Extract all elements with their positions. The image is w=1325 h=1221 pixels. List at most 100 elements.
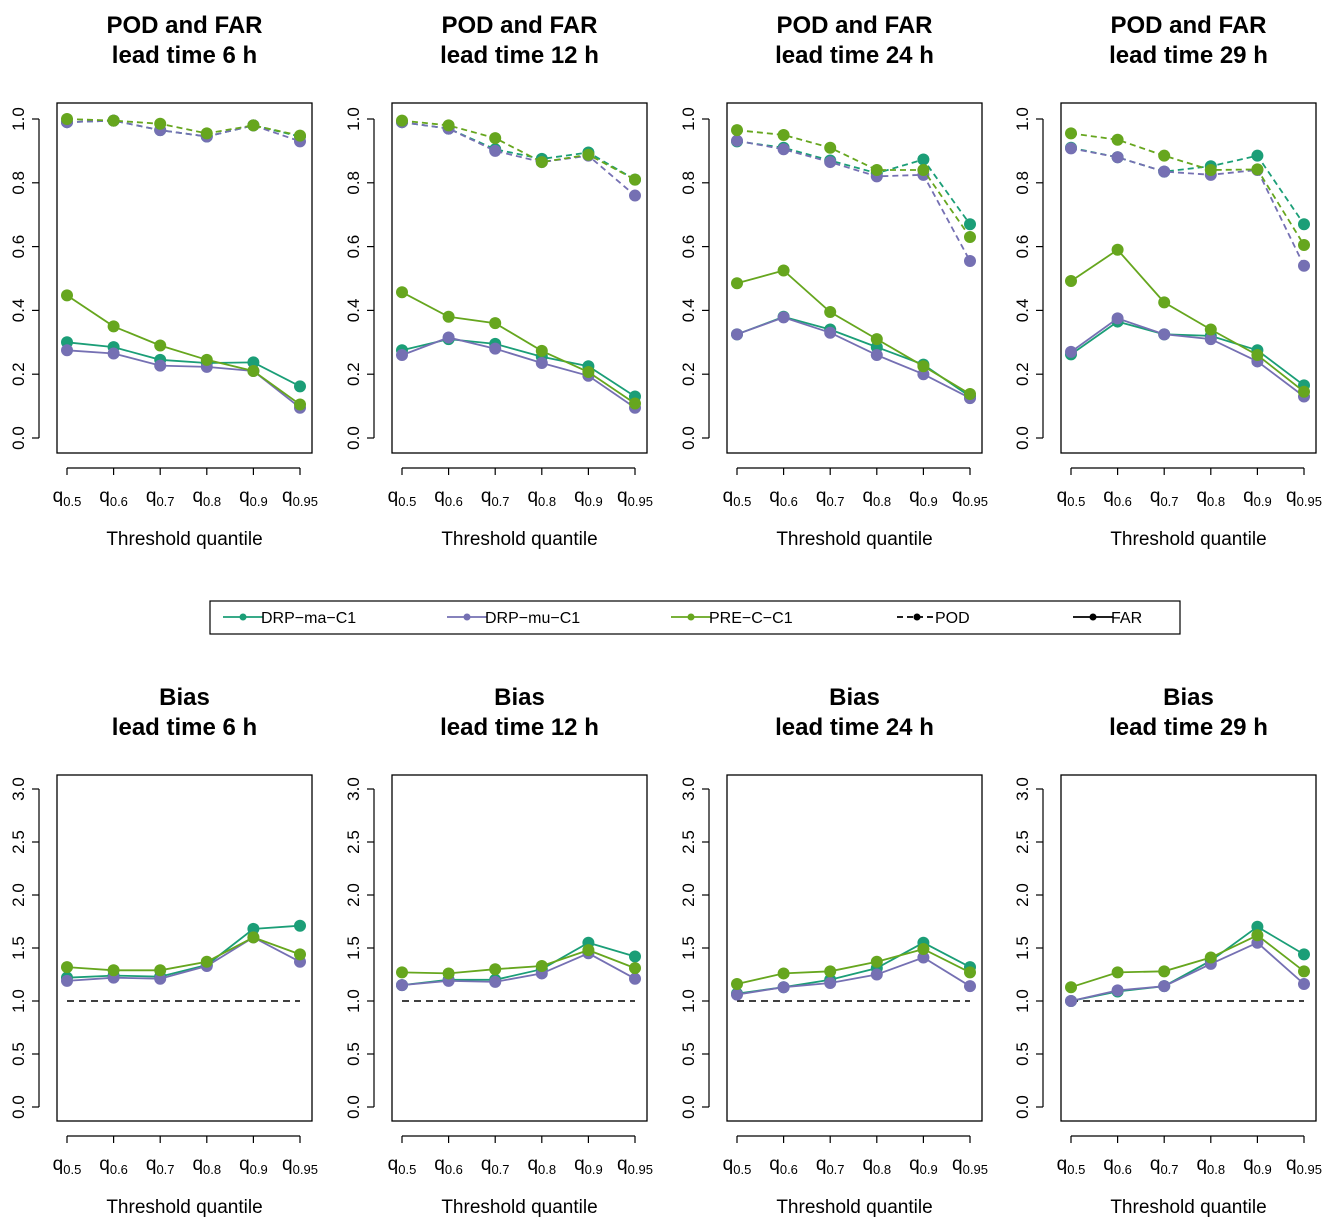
data-point-pre-c-c1-pod bbox=[61, 113, 73, 125]
x-tick-symbol: q bbox=[1057, 1154, 1068, 1175]
y-tick-label: 2.5 bbox=[9, 830, 28, 854]
x-tick-symbol: q bbox=[1243, 1154, 1254, 1175]
y-tick-label: 1.5 bbox=[679, 936, 698, 960]
data-point-pre-c-c1 bbox=[731, 978, 743, 991]
data-point-drp-mu-c1-far bbox=[489, 342, 502, 355]
x-tick-symbol: q bbox=[862, 486, 873, 507]
y-tick-label: 2.5 bbox=[344, 830, 363, 854]
series-line-drp-ma-c1 bbox=[66, 924, 301, 979]
data-point-pre-c-c1-far bbox=[1158, 296, 1171, 309]
panel-title-line1: Bias bbox=[1163, 684, 1214, 711]
data-point-drp-mu-c1-far bbox=[1158, 328, 1171, 341]
series-line-drp-mu-c1-pod bbox=[1070, 147, 1305, 267]
data-point-drp-mu-c1 bbox=[1158, 980, 1171, 993]
x-tick-symbol: q bbox=[1196, 486, 1207, 507]
legend-item-drp-mu-c1-far: DRP−mu−C1 bbox=[447, 610, 580, 627]
x-tick-symbol: q bbox=[816, 1154, 827, 1175]
x-tick-symbol: q bbox=[527, 486, 538, 507]
plot-frame bbox=[391, 774, 648, 1122]
data-point-drp-ma-c1-pod bbox=[917, 153, 930, 166]
data-point-pre-c-c1-far bbox=[917, 360, 930, 373]
x-tick-label: q0.5 bbox=[723, 486, 752, 509]
data-point-pre-c-c1-far bbox=[731, 277, 743, 290]
x-tick-label: q0.5 bbox=[388, 1154, 417, 1177]
panel-title-line1: Bias bbox=[829, 684, 880, 711]
data-point-pre-c-c1-far bbox=[777, 264, 790, 277]
x-tick-subscript: 0.6 bbox=[1114, 494, 1132, 509]
x-tick-label: q0.95 bbox=[282, 486, 318, 509]
y-tick-label: 0.8 bbox=[1013, 171, 1032, 195]
x-tick-symbol: q bbox=[574, 486, 585, 507]
legend-item-drp-ma-c1-far: DRP−ma−C1 bbox=[223, 610, 356, 627]
x-tick-subscript: 0.6 bbox=[110, 1162, 128, 1177]
panel-title-line2: lead time 29 h bbox=[1109, 714, 1268, 741]
legend-swatch-point bbox=[239, 613, 247, 621]
data-point-pre-c-c1-pod bbox=[582, 148, 595, 161]
data-point-pre-c-c1 bbox=[964, 966, 976, 979]
plot-frame bbox=[726, 774, 983, 1122]
data-point-drp-mu-c1-far bbox=[1204, 333, 1217, 346]
legend-swatch-point bbox=[1089, 613, 1097, 621]
data-point-pre-c-c1 bbox=[824, 965, 837, 978]
x-tick-label: q0.9 bbox=[239, 486, 268, 509]
series-line-pre-c-c1 bbox=[66, 936, 301, 972]
series-line-drp-ma-c1-pod bbox=[401, 121, 636, 181]
x-axis-label: Threshold quantile bbox=[106, 1197, 262, 1218]
data-point-pre-c-c1 bbox=[917, 943, 930, 956]
data-point-drp-mu-c1 bbox=[824, 976, 837, 989]
x-tick-subscript: 0.9 bbox=[250, 1162, 268, 1177]
chart-panel-7: Bias lead time 24 h 0.0 0.5 1.0 1.5 2.0 2.5 3.0 q… bbox=[679, 684, 988, 1218]
x-tick-subscript: 0.95 bbox=[628, 494, 653, 509]
x-tick-symbol: q bbox=[1150, 486, 1161, 507]
x-tick-label: q0.9 bbox=[574, 486, 603, 509]
data-point-pre-c-c1 bbox=[396, 966, 408, 979]
x-tick-label: q0.6 bbox=[434, 1154, 463, 1177]
plot-frame bbox=[56, 774, 313, 1122]
series-pre-c-c1 bbox=[61, 931, 306, 977]
x-tick-symbol: q bbox=[146, 1154, 157, 1175]
series-line-pre-c-c1-pod bbox=[736, 129, 971, 238]
series-drp-ma-c1-far bbox=[1065, 315, 1310, 392]
data-point-pre-c-c1-pod bbox=[200, 127, 213, 140]
x-tick-symbol: q bbox=[769, 1154, 780, 1175]
y-tick-label: 0.6 bbox=[9, 235, 28, 259]
x-axis-label: Threshold quantile bbox=[106, 529, 262, 550]
panel-title-line2: lead time 12 h bbox=[440, 42, 599, 69]
data-point-pre-c-c1 bbox=[1298, 965, 1310, 978]
x-axis-label: Threshold quantile bbox=[441, 1197, 597, 1218]
data-point-drp-mu-c1 bbox=[629, 972, 641, 985]
x-tick-subscript: 0.8 bbox=[538, 1162, 556, 1177]
data-point-pre-c-c1-far bbox=[61, 289, 73, 302]
series-line-drp-mu-c1-far bbox=[401, 336, 636, 409]
panel-title-line2: lead time 24 h bbox=[775, 714, 934, 741]
y-tick-label: 0.2 bbox=[344, 362, 363, 386]
data-point-pre-c-c1-pod bbox=[154, 117, 167, 130]
series-line-pre-c-c1-pod bbox=[401, 119, 636, 181]
data-point-drp-mu-c1-far bbox=[777, 311, 790, 324]
y-tick-label: 1.0 bbox=[344, 107, 363, 131]
x-tick-symbol: q bbox=[481, 1154, 492, 1175]
data-point-pre-c-c1-pod bbox=[1065, 127, 1077, 140]
y-tick-label: 2.5 bbox=[1013, 830, 1032, 854]
chart-panel-4: POD and FAR lead time 29 h 0.0 0.2 0.4 0.6 0.8… bbox=[1013, 12, 1322, 550]
data-point-drp-ma-c1 bbox=[1251, 920, 1264, 933]
data-point-pre-c-c1-pod bbox=[1251, 163, 1264, 176]
panel-title-line2: lead time 6 h bbox=[112, 714, 257, 741]
x-tick-subscript: 0.5 bbox=[63, 494, 81, 509]
data-point-drp-mu-c1-pod bbox=[1158, 165, 1171, 178]
x-tick-symbol: q bbox=[952, 486, 963, 507]
x-tick-subscript: 0.9 bbox=[920, 1162, 938, 1177]
x-tick-symbol: q bbox=[1103, 1154, 1114, 1175]
x-tick-symbol: q bbox=[862, 1154, 873, 1175]
data-point-pre-c-c1 bbox=[489, 963, 502, 976]
data-point-pre-c-c1 bbox=[777, 967, 790, 980]
data-point-drp-ma-c1 bbox=[294, 919, 306, 932]
series-line-drp-ma-c1-far bbox=[401, 338, 636, 398]
data-point-pre-c-c1-far bbox=[107, 320, 120, 333]
legend-label: DRP−ma−C1 bbox=[261, 610, 356, 627]
plot-frame bbox=[56, 102, 313, 454]
x-tick-label: q0.5 bbox=[53, 486, 82, 509]
x-tick-symbol: q bbox=[99, 1154, 110, 1175]
y-tick-label: 0.5 bbox=[1013, 1042, 1032, 1066]
data-point-pre-c-c1 bbox=[582, 944, 595, 957]
